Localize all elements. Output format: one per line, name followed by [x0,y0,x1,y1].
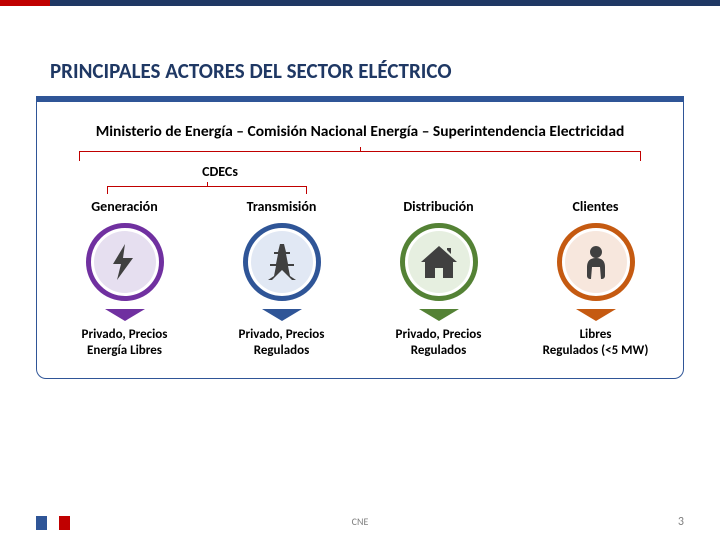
column-title: Distribución [363,198,514,215]
column-bolt: Generación Privado, PreciosEnergía Libres [49,198,200,360]
tower-ring [243,223,321,301]
house-ring [400,223,478,301]
bolt-ring [86,223,164,301]
column-desc: Privado, PreciosEnergía Libres [49,327,200,360]
cdecs-label: CDECs [0,163,535,180]
column-title: Clientes [520,198,671,215]
column-person: Clientes LibresRegulados (<5 MW) [520,198,671,360]
content-box: Ministerio de Energía – Comisión Naciona… [36,102,684,379]
bracket-wide [79,147,641,161]
columns-row: Generación Privado, PreciosEnergía Libres… [45,198,675,360]
down-arrow-icon [262,309,302,321]
top-accent-bar [50,0,720,6]
footer: CNE 3 [0,515,720,528]
column-title: Generación [49,198,200,215]
subtitle: Ministerio de Energía – Comisión Naciona… [45,122,675,141]
down-arrow-icon [576,309,616,321]
page-number: 3 [678,515,684,529]
page-title: PRINCIPALES ACTORES DEL SECTOR ELÉCTRICO [36,46,684,102]
column-tower: Transmisión Privado, PreciosRegulados [206,198,357,360]
column-title: Transmisión [206,198,357,215]
bracket-narrow [45,182,675,194]
person-icon [574,240,618,284]
column-desc: Privado, PreciosRegulados [363,327,514,360]
tower-icon [260,240,304,284]
person-ring [557,223,635,301]
footer-flag-icon [36,516,70,530]
bolt-icon [103,240,147,284]
column-house: Distribución Privado, PreciosRegulados [363,198,514,360]
down-arrow-icon [105,309,145,321]
footer-text: CNE [352,515,369,528]
column-desc: Privado, PreciosRegulados [206,327,357,360]
column-desc: LibresRegulados (<5 MW) [520,327,671,360]
down-arrow-icon [419,309,459,321]
house-icon [417,240,461,284]
